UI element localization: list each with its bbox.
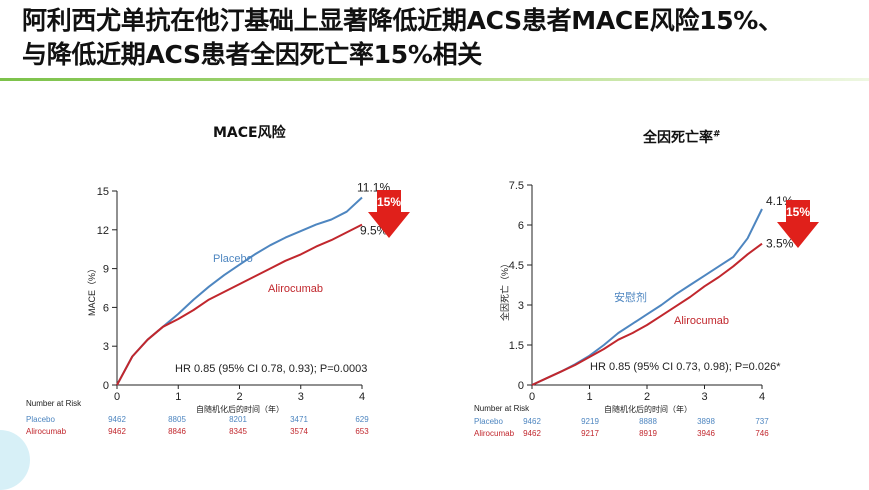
chart1-x-tick-label: 1: [175, 391, 181, 403]
chart1-y-tick-label: 12: [97, 225, 109, 237]
chart2-reduction-badge-label: 15%: [786, 205, 810, 219]
chart2-risk-cell: 8888: [639, 417, 657, 426]
chart1-series-label-alirocumab: Alirocumab: [268, 283, 323, 295]
chart2-y-tick-label: 3: [518, 300, 524, 312]
chart1-risk-cell: 8805: [168, 415, 186, 424]
chart2-y-axis-title: 全因死亡（%）: [499, 259, 510, 321]
chart-title-mace: MACE风险: [213, 122, 286, 142]
chart1-risk-cell: 8201: [229, 415, 247, 424]
chart1-hr-annotation: HR 0.85 (95% CI 0.78, 0.93); P=0.0003: [175, 363, 367, 375]
chart2-y-tick-label: 4.5: [509, 260, 524, 272]
chart1-x-axis-title: 自随机化后的时间（年）: [196, 404, 284, 414]
chart2-x-axis-title: 自随机化后的时间（年）: [604, 404, 692, 414]
chart2-y-tick-label: 6: [518, 220, 524, 232]
chart2-series-line-control: [531, 208, 763, 386]
chart2-risk-cell: 9217: [581, 429, 599, 438]
chart1-x-tick-label: 3: [298, 391, 304, 403]
chart2-x-tick-label: 3: [701, 391, 707, 403]
chart2-risk-row-label: Alirocumab: [474, 429, 515, 438]
chart1-x-tick-label: 2: [236, 391, 242, 403]
chart2-x-tick-label: 1: [586, 391, 592, 403]
chart1-risk-row-label: Placebo: [26, 415, 55, 424]
chart1-y-axis-title: MACE（%）: [87, 264, 97, 316]
chart1-reduction-arrow-icon: [368, 190, 410, 238]
chart2-hr-annotation: HR 0.85 (95% CI 0.73, 0.98); P=0.026*: [590, 361, 781, 373]
chart2-x-tick-label: 2: [644, 391, 650, 403]
chart2-risk-cell: 737: [755, 417, 769, 426]
chart1-x-tick-label: 0: [114, 391, 120, 403]
chart2-series-label-alirocumab: Alirocumab: [674, 315, 729, 327]
chart2-risk-cell: 9462: [523, 429, 541, 438]
chart1-reduction-badge-label: 15%: [377, 195, 401, 209]
chart2-risk-cell: 3946: [697, 429, 715, 438]
chart1-series-label-control: Placebo: [213, 253, 253, 265]
chart1-y-tick-label: 0: [103, 380, 109, 392]
slide-title: 阿利西尤单抗在他汀基础上显著降低近期ACS患者MACE风险15%、 与降低近期A…: [22, 4, 862, 72]
chart2-series-label-control: 安慰剂: [614, 290, 647, 304]
chart1-risk-cell: 9462: [108, 415, 126, 424]
chart2-reduction-arrow-icon: [777, 200, 819, 248]
chart1-risk-cell: 9462: [108, 427, 126, 436]
chart2-risk-cell: 9462: [523, 417, 541, 426]
slide-title-line-2: 与降低近期ACS患者全因死亡率15%相关: [22, 40, 483, 69]
chart1-x-tick-label: 4: [359, 391, 365, 403]
chart1-series-line-control: [116, 196, 363, 386]
chart1-series-line-alirocumab: [116, 223, 363, 386]
chart1-risk-cell: 3574: [290, 427, 308, 436]
chart2-y-tick-label: 0: [518, 380, 524, 392]
chart-title-mace-text: MACE风险: [213, 125, 286, 141]
chart1-risk-cell: 629: [355, 415, 369, 424]
chart1-risk-header: Number at Risk: [26, 399, 82, 408]
chart2-y-tick-label: 7.5: [509, 180, 524, 192]
chart-title-mortality-text: 全因死亡率: [643, 130, 713, 146]
chart1-risk-row-label: Alirocumab: [26, 427, 67, 436]
chart1-risk-cell: 3471: [290, 415, 308, 424]
chart-title-mortality-sup: #: [713, 129, 721, 140]
chart2-y-tick-label: 1.5: [509, 340, 524, 352]
chart1-y-tick-label: 15: [97, 186, 109, 198]
chart1-risk-cell: 8345: [229, 427, 247, 436]
chart2-x-tick-label: 4: [759, 391, 765, 403]
chart1-y-tick-label: 3: [103, 341, 109, 353]
chart2-x-tick-label: 0: [529, 391, 535, 403]
chart2-series-line-alirocumab: [531, 242, 763, 386]
title-underline: [0, 78, 869, 81]
chart2-risk-cell: 9219: [581, 417, 599, 426]
chart1-y-tick-label: 6: [103, 302, 109, 314]
slide-title-line-1: 阿利西尤单抗在他汀基础上显著降低近期ACS患者MACE风险15%、: [22, 6, 783, 35]
chart1-y-tick-label: 9: [103, 264, 109, 276]
chart2-risk-cell: 746: [755, 429, 769, 438]
chart-title-mortality: 全因死亡率#: [643, 127, 721, 147]
chart1-risk-cell: 8846: [168, 427, 186, 436]
chart2-end-label-alirocumab: 3.5%: [766, 237, 794, 251]
chart2-risk-header: Number at Risk: [474, 404, 530, 413]
chart2-risk-row-label: Placebo: [474, 417, 503, 426]
chart1-risk-cell: 653: [355, 427, 369, 436]
chart2-risk-cell: 3898: [697, 417, 715, 426]
chart2-risk-cell: 8919: [639, 429, 657, 438]
